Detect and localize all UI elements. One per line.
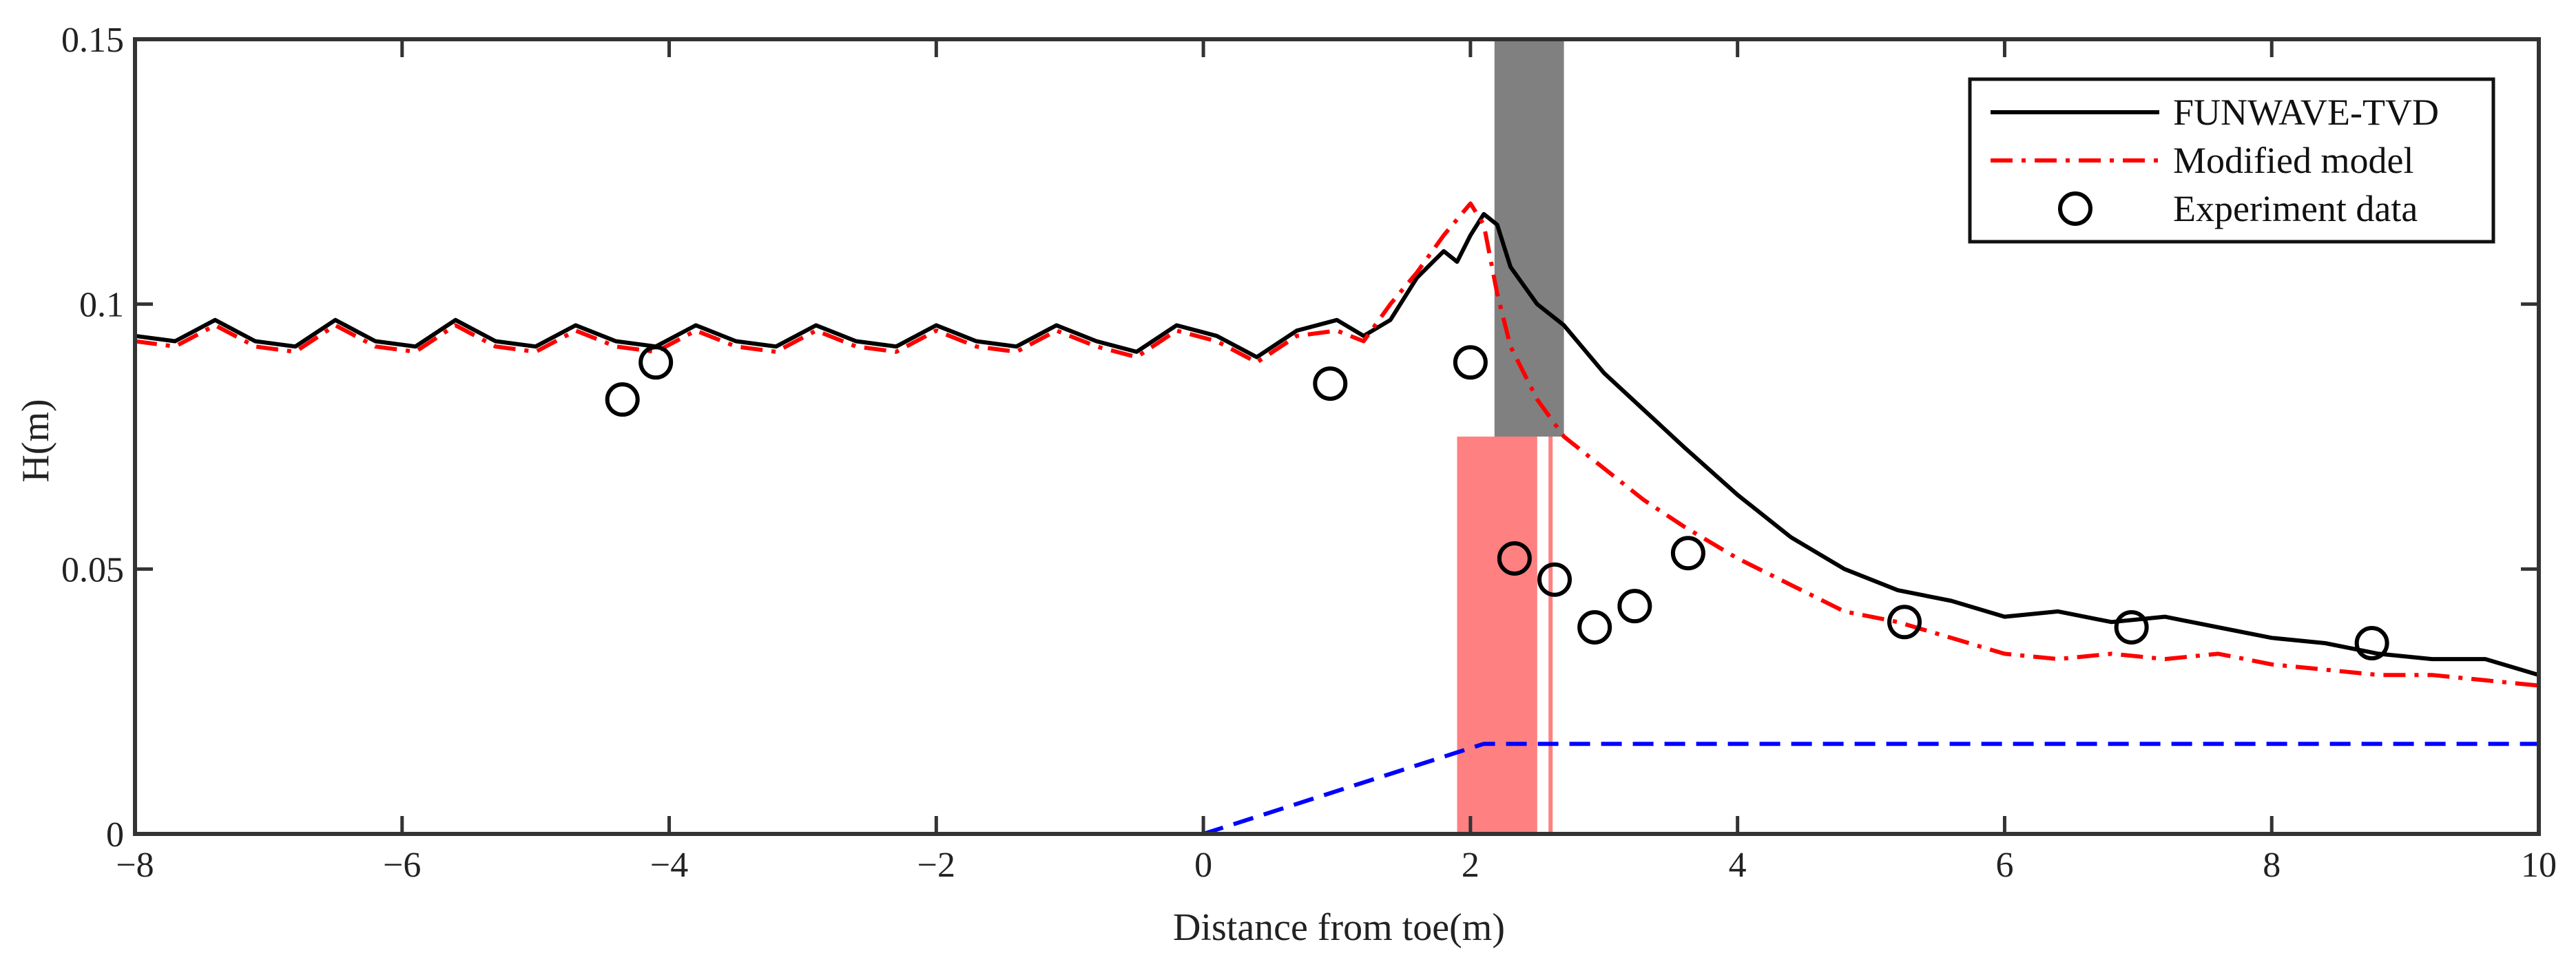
- y-axis-title: H(m): [14, 399, 57, 482]
- series-bathymetry-line: [1203, 742, 2539, 836]
- breaking-zone-modified: [1457, 437, 1537, 834]
- experiment-markers-layer: [605, 345, 2389, 661]
- x-axis-title: Distance from toe(m): [1173, 906, 1505, 949]
- series-modified-model-line: [134, 201, 2539, 688]
- experiment-point: [1670, 536, 1705, 571]
- experiment-point: [1497, 541, 1532, 576]
- x-tick-label: 6: [1995, 846, 2013, 885]
- x-tick-label: −2: [917, 846, 955, 885]
- breaking-zone-funwave: [1494, 39, 1564, 437]
- experiment-point: [2114, 609, 2149, 645]
- y-tick-label: 0.1: [79, 286, 124, 325]
- legend: FUNWAVE-TVD Modified model Experiment da…: [1968, 77, 2495, 244]
- x-tick-label: 2: [1462, 846, 1479, 885]
- y-tick-label: 0.05: [61, 550, 124, 589]
- x-tick-label: 0: [1194, 846, 1212, 885]
- x-tick-label: 8: [2263, 846, 2281, 885]
- experiment-point: [1887, 605, 1922, 640]
- tick-labels-layer: −8 −6 −4 −2 0 2 4 6 8 10 0 0.05 0.1 0.15: [61, 21, 2557, 885]
- series-layer: [134, 201, 2539, 836]
- experiment-point: [2354, 626, 2389, 661]
- experiment-point: [1537, 562, 1572, 597]
- experiment-point: [605, 382, 640, 417]
- legend-experiment-label: Experiment data: [2173, 188, 2418, 229]
- legend-funwave-label: FUNWAVE-TVD: [2173, 92, 2439, 133]
- plot-frame: [133, 37, 2541, 836]
- legend-box: [1968, 77, 2495, 244]
- ticks-layer: [133, 37, 2541, 836]
- experiment-point: [1577, 609, 1612, 645]
- legend-experiment-marker: [2058, 191, 2092, 226]
- experiment-point: [1617, 589, 1652, 624]
- x-tick-label: 4: [1729, 846, 1747, 885]
- x-tick-label: −8: [116, 846, 154, 885]
- regions-layer: [1457, 39, 1564, 834]
- y-tick-label: 0: [106, 815, 124, 855]
- x-tick-label: −6: [383, 846, 421, 885]
- legend-modified-label: Modified model: [2173, 140, 2413, 181]
- series-funwave-tvd-line: [134, 211, 2539, 678]
- y-tick-label: 0.15: [61, 21, 124, 60]
- experiment-point: [1313, 366, 1348, 401]
- x-tick-label: −4: [650, 846, 688, 885]
- experiment-point: [638, 345, 674, 380]
- experiment-point: [1453, 345, 1488, 380]
- x-tick-label: 10: [2521, 846, 2557, 885]
